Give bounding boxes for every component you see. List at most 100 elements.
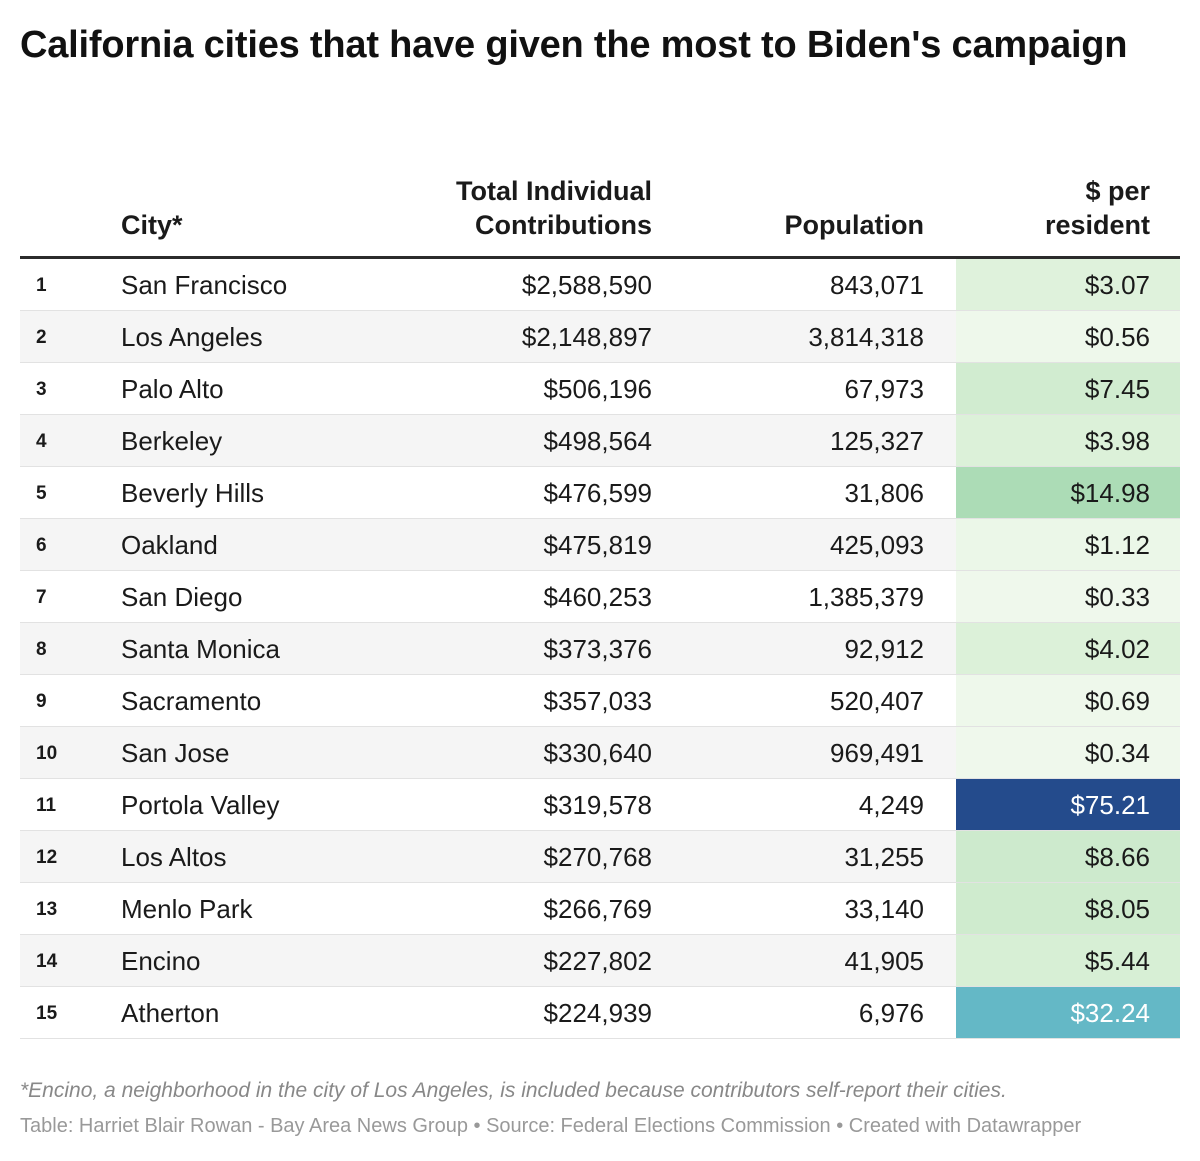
city-cell: Encino [121, 946, 201, 976]
total-contributions-cell: $266,769 [543, 894, 652, 924]
total-contributions-cell: $2,588,590 [521, 270, 652, 300]
city-cell: Menlo Park [121, 894, 253, 924]
total-contributions-cell: $460,253 [543, 582, 652, 612]
city-cell: San Jose [121, 738, 230, 768]
per-resident-cell: $4.02 [956, 623, 1180, 674]
footnote: *Encino, a neighborhood in the city of L… [20, 1079, 1007, 1102]
total-contributions-cell: $506,196 [543, 374, 652, 404]
column-header-per-resident[interactable]: $ per resident [1045, 174, 1150, 242]
column-header-city[interactable]: City* [121, 210, 183, 240]
population-cell: 92,912 [844, 634, 924, 664]
per-resident-cell: $32.24 [956, 987, 1180, 1038]
rank-cell: 13 [36, 899, 58, 920]
city-cell: San Diego [121, 582, 243, 612]
total-contributions-cell: $476,599 [543, 478, 652, 508]
table-row: 8 Santa Monica $373,376 92,912 $4.02 [20, 623, 1180, 675]
rank-cell: 6 [36, 535, 47, 556]
city-cell: Beverly Hills [121, 478, 265, 508]
rank-cell: 9 [36, 691, 47, 712]
population-cell: 843,071 [830, 270, 924, 300]
rank-cell: 12 [36, 847, 58, 868]
per-resident-cell: $8.66 [956, 831, 1180, 882]
table-body: 1 San Francisco $2,588,590 843,071 $3.07 2 Los… [20, 259, 1180, 1039]
table-row: 12 Los Altos $270,768 31,255 $8.66 [20, 831, 1180, 883]
column-header-total-line2: Contributions [475, 210, 652, 240]
population-cell: 4,249 [858, 790, 924, 820]
total-contributions-cell: $475,819 [543, 530, 652, 560]
table-row: 3 Palo Alto $506,196 67,973 $7.45 [20, 363, 1180, 415]
per-resident-cell: $7.45 [956, 363, 1180, 414]
population-cell: 3,814,318 [808, 322, 924, 352]
per-resident-cell: $14.98 [956, 467, 1180, 518]
table-row: 10 San Jose $330,640 969,491 $0.34 [20, 727, 1180, 779]
rank-cell: 3 [36, 379, 47, 400]
table-row: 14 Encino $227,802 41,905 $5.44 [20, 935, 1180, 987]
table-row: 13 Menlo Park $266,769 33,140 $8.05 [20, 883, 1180, 935]
population-cell: 1,385,379 [808, 582, 924, 612]
population-cell: 6,976 [858, 998, 924, 1028]
population-cell: 41,905 [844, 946, 924, 976]
per-resident-cell: $3.07 [956, 259, 1180, 310]
rank-cell: 7 [36, 587, 47, 608]
per-resident-cell: $0.33 [956, 571, 1180, 622]
population-cell: 520,407 [830, 686, 924, 716]
total-contributions-cell: $373,376 [543, 634, 652, 664]
city-cell: Los Angeles [121, 322, 263, 352]
per-resident-cell: $0.56 [956, 311, 1180, 362]
total-contributions-cell: $319,578 [543, 790, 652, 820]
data-table: City* Total Individual Contributions Pop… [20, 162, 1180, 1039]
city-cell: Portola Valley [121, 790, 280, 820]
table-row: 5 Beverly Hills $476,599 31,806 $14.98 [20, 467, 1180, 519]
rank-cell: 10 [36, 743, 58, 764]
city-cell: Oakland [121, 530, 218, 560]
column-header-per-line2: resident [1044, 210, 1150, 240]
city-cell: Palo Alto [121, 374, 224, 404]
table-row: 11 Portola Valley $319,578 4,249 $75.21 [20, 779, 1180, 831]
rank-cell: 1 [36, 275, 47, 296]
total-contributions-cell: $270,768 [543, 842, 652, 872]
column-header-per-line1: $ per [1085, 176, 1150, 206]
column-header-population[interactable]: Population [784, 210, 924, 240]
population-cell: 31,806 [844, 478, 924, 508]
per-resident-cell: $5.44 [956, 935, 1180, 986]
source-credit: Table: Harriet Blair Rowan - Bay Area Ne… [20, 1115, 1082, 1137]
column-header-total-line1: Total Individual [455, 176, 652, 206]
table-row: 4 Berkeley $498,564 125,327 $3.98 [20, 415, 1180, 467]
total-contributions-cell: $224,939 [543, 998, 652, 1028]
city-cell: Atherton [121, 998, 220, 1028]
chart-title: California cities that have given the mo… [20, 24, 1128, 66]
table-row: 6 Oakland $475,819 425,093 $1.12 [20, 519, 1180, 571]
total-contributions-cell: $227,802 [543, 946, 652, 976]
total-contributions-cell: $330,640 [543, 738, 652, 768]
per-resident-cell: $75.21 [956, 779, 1180, 830]
table-row: 1 San Francisco $2,588,590 843,071 $3.07 [20, 259, 1180, 311]
per-resident-cell: $0.69 [956, 675, 1180, 726]
table-row: 2 Los Angeles $2,148,897 3,814,318 $0.56 [20, 311, 1180, 363]
population-cell: 125,327 [830, 426, 924, 456]
per-resident-cell: $0.34 [956, 727, 1180, 778]
population-cell: 31,255 [844, 842, 924, 872]
per-resident-cell: $3.98 [956, 415, 1180, 466]
rank-cell: 5 [36, 483, 47, 504]
population-cell: 969,491 [830, 738, 924, 768]
per-resident-cell: $1.12 [956, 519, 1180, 570]
city-cell: Berkeley [121, 426, 223, 456]
total-contributions-cell: $498,564 [543, 426, 652, 456]
per-resident-cell: $8.05 [956, 883, 1180, 934]
city-cell: Santa Monica [121, 634, 280, 664]
rank-cell: 15 [36, 1003, 58, 1024]
city-cell: Los Altos [121, 842, 227, 872]
city-cell: San Francisco [121, 270, 288, 300]
table-row: 15 Atherton $224,939 6,976 $32.24 [20, 987, 1180, 1039]
city-cell: Sacramento [121, 686, 262, 716]
column-header-total-contributions[interactable]: Total Individual Contributions [456, 174, 652, 242]
population-cell: 33,140 [844, 894, 924, 924]
rank-cell: 2 [36, 327, 47, 348]
population-cell: 425,093 [830, 530, 924, 560]
rank-cell: 14 [36, 951, 58, 972]
total-contributions-cell: $357,033 [543, 686, 652, 716]
table-header: City* Total Individual Contributions Pop… [20, 162, 1180, 259]
table-row: 7 San Diego $460,253 1,385,379 $0.33 [20, 571, 1180, 623]
total-contributions-cell: $2,148,897 [521, 322, 652, 352]
population-cell: 67,973 [844, 374, 924, 404]
